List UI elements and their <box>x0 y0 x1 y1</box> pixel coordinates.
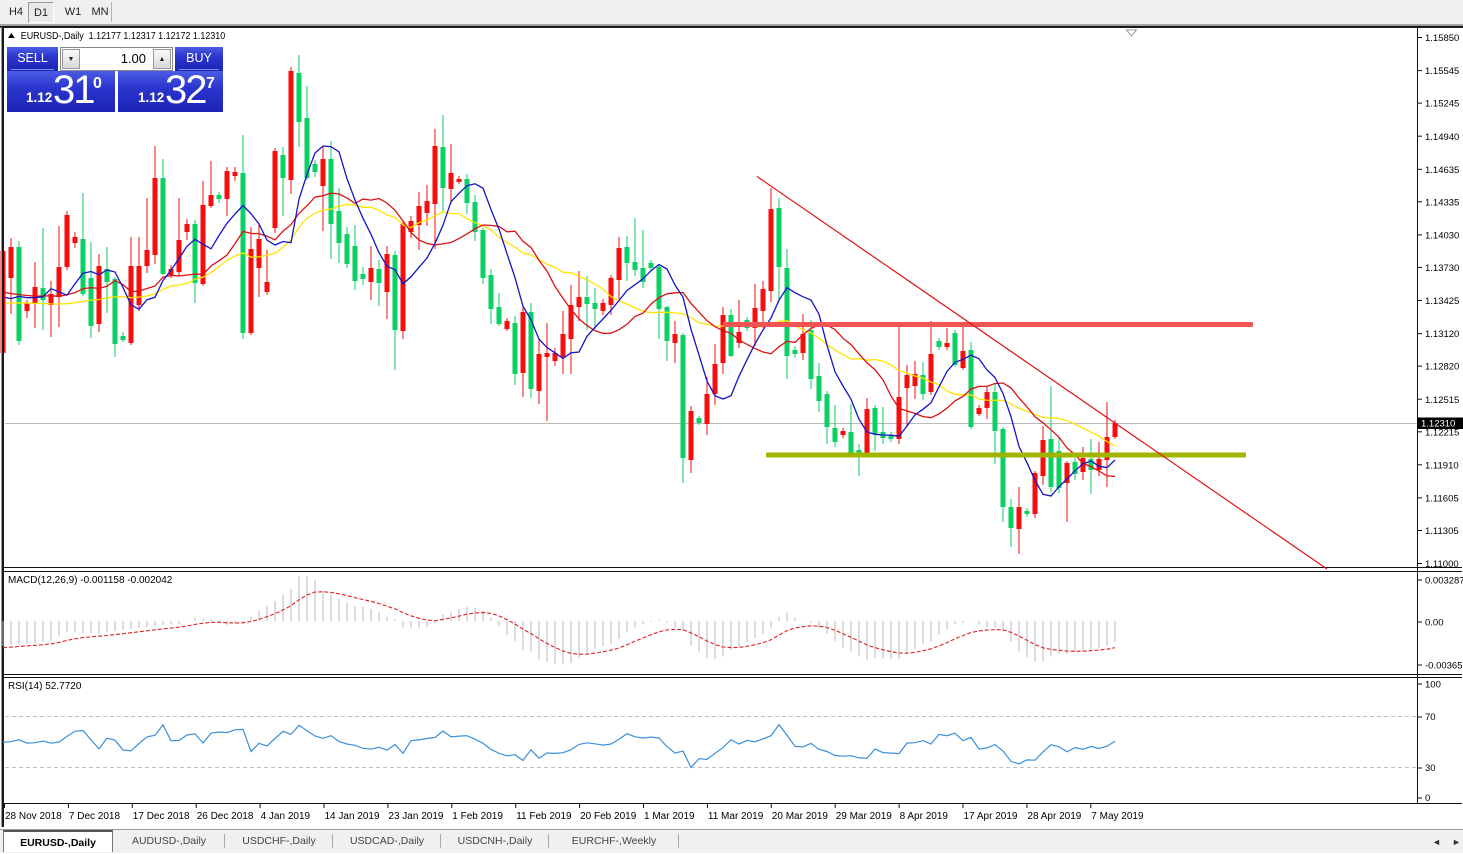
svg-text:1.12515: 1.12515 <box>1425 395 1459 406</box>
svg-text:100: 100 <box>1425 680 1441 691</box>
svg-text:1.11000: 1.11000 <box>1425 559 1459 570</box>
svg-text:1.15245: 1.15245 <box>1425 99 1459 110</box>
svg-text:1.15850: 1.15850 <box>1425 33 1459 44</box>
svg-text:RSI(14) 52.7720: RSI(14) 52.7720 <box>8 681 82 692</box>
svg-text:0: 0 <box>1425 793 1430 804</box>
svg-text:1.13120: 1.13120 <box>1425 329 1459 340</box>
svg-text:29 Mar 2019: 29 Mar 2019 <box>836 811 893 822</box>
svg-text:0.00: 0.00 <box>1425 618 1444 629</box>
svg-text:28 Apr 2019: 28 Apr 2019 <box>1027 811 1081 822</box>
svg-text:1.11605: 1.11605 <box>1425 494 1459 505</box>
svg-text:1.15545: 1.15545 <box>1425 66 1459 77</box>
svg-text:26 Dec 2018: 26 Dec 2018 <box>197 811 254 822</box>
svg-text:1.11305: 1.11305 <box>1425 526 1459 537</box>
svg-text:MACD(12,26,9) -0.001158 -0.002: MACD(12,26,9) -0.001158 -0.002042 <box>8 575 173 586</box>
svg-text:30: 30 <box>1425 763 1436 774</box>
svg-text:17 Dec 2018: 17 Dec 2018 <box>133 811 190 822</box>
svg-text:1.14335: 1.14335 <box>1425 197 1459 208</box>
svg-text:70: 70 <box>1425 712 1436 723</box>
svg-text:23 Jan 2019: 23 Jan 2019 <box>388 811 443 822</box>
svg-text:17 Apr 2019: 17 Apr 2019 <box>964 811 1018 822</box>
svg-text:1.14030: 1.14030 <box>1425 231 1459 242</box>
svg-text:1.13730: 1.13730 <box>1425 263 1459 274</box>
svg-text:1.14940: 1.14940 <box>1425 132 1459 143</box>
svg-text:1.12820: 1.12820 <box>1425 362 1459 373</box>
svg-text:11 Feb 2019: 11 Feb 2019 <box>516 811 572 822</box>
svg-text:7 May 2019: 7 May 2019 <box>1091 811 1144 822</box>
svg-text:1 Mar 2019: 1 Mar 2019 <box>644 811 695 822</box>
svg-text:20 Feb 2019: 20 Feb 2019 <box>580 811 637 822</box>
svg-text:1.11910: 1.11910 <box>1425 460 1459 471</box>
svg-text:11 Mar 2019: 11 Mar 2019 <box>708 811 764 822</box>
svg-text:20 Mar 2019: 20 Mar 2019 <box>772 811 829 822</box>
svg-text:0.003287: 0.003287 <box>1425 576 1463 587</box>
svg-text:8 Apr 2019: 8 Apr 2019 <box>900 811 949 822</box>
svg-text:1.13425: 1.13425 <box>1425 296 1459 307</box>
svg-text:7 Dec 2018: 7 Dec 2018 <box>69 811 121 822</box>
svg-text:1.12215: 1.12215 <box>1425 427 1459 438</box>
svg-text:1.12310: 1.12310 <box>1421 419 1455 430</box>
svg-text:1.14635: 1.14635 <box>1425 165 1459 176</box>
svg-text:4 Jan 2019: 4 Jan 2019 <box>261 811 311 822</box>
svg-text:28 Nov 2018: 28 Nov 2018 <box>5 811 62 822</box>
svg-text:-0.003659: -0.003659 <box>1425 661 1463 672</box>
svg-text:14 Jan 2019: 14 Jan 2019 <box>325 811 380 822</box>
svg-text:1 Feb 2019: 1 Feb 2019 <box>452 811 503 822</box>
